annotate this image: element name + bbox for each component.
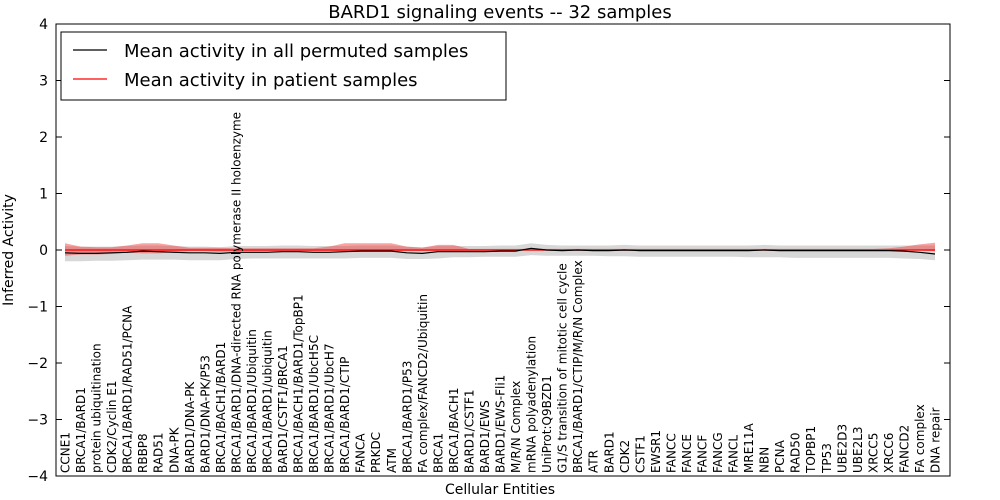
category-label: UniProt:Q9BZD1 <box>540 375 554 473</box>
legend-label-patient: Mean activity in patient samples <box>124 70 418 91</box>
category-label: EWSR1 <box>649 430 663 473</box>
category-label: BARD1/CSTF1 <box>462 389 476 473</box>
category-label: BRCA1/BARD1/DNA-directed RNA polymerase … <box>229 112 243 473</box>
y-tick-label: −3 <box>27 413 48 429</box>
category-label: BRCA1/BARD1 <box>74 387 88 473</box>
category-label: NBN <box>758 447 772 473</box>
category-label: BRCA1/BARD1/CTIP <box>338 357 352 473</box>
category-label: M/R/N Complex <box>509 381 523 473</box>
category-label: BARD1/EWS <box>478 400 492 473</box>
category-label: BARD1/DNA-PK/P53 <box>198 355 212 473</box>
bands-layer <box>65 242 935 262</box>
category-label: BRCA1/BARD1/Ubiquitin <box>245 329 259 473</box>
category-label: BARD1 <box>602 431 616 473</box>
category-label: DNA repair <box>929 407 943 473</box>
band-patient <box>65 242 935 256</box>
category-label: FANCE <box>680 434 694 473</box>
y-tick-label: 4 <box>39 17 48 33</box>
category-label: CSTF1 <box>633 435 647 473</box>
category-label: RAD50 <box>789 432 803 473</box>
category-label: XRCC6 <box>882 433 896 473</box>
category-label: FA complex/FANCD2/Ubiquitin <box>416 294 430 473</box>
category-label: BRCA1/BACH1/BARD1/TopBP1 <box>292 294 306 473</box>
category-label: FA complex <box>913 404 927 473</box>
y-tick-label: −1 <box>27 300 48 316</box>
category-label: FANCA <box>354 433 368 473</box>
category-label: BRCA1/BARD1/ubiquitin <box>261 330 275 473</box>
category-label: G1/S transition of mitotic cell cycle <box>556 263 570 473</box>
y-tick-label: −2 <box>27 356 48 372</box>
y-tick-label: 1 <box>39 187 48 203</box>
category-label: DNA-PK <box>167 426 181 473</box>
category-label: BRCA1/BARD1/RAD51/PCNA <box>121 305 135 473</box>
category-label: protein ubiquitination <box>90 343 104 473</box>
category-label: CDK2 <box>618 440 632 473</box>
category-label: BRCA1/BARD1/UbcH7 <box>323 343 337 473</box>
category-label: FANCL <box>727 435 741 473</box>
category-label: BRCA1/BACH1/BARD1 <box>214 342 228 473</box>
series-line-permuted <box>64 247 936 255</box>
band-permuted <box>65 243 935 262</box>
category-label: XRCC5 <box>866 433 880 473</box>
y-tick-label: 3 <box>39 74 48 90</box>
legend-label-permuted: Mean activity in all permuted samples <box>124 41 468 62</box>
category-label: BRCA1/BARD1/UbcH5C <box>307 335 321 473</box>
category-labels: CCNE1 BRCA1/BARD1 protein ubiquitination CD… <box>59 112 943 474</box>
category-label: PRKDC <box>369 432 383 473</box>
y-axis-label: Inferred Activity <box>1 194 17 306</box>
category-label: BRCA1/BARD1/CTIP/M/R/N Complex <box>571 260 585 473</box>
x-axis-label: Cellular Entities <box>445 482 555 498</box>
category-label: RBBP8 <box>136 433 150 473</box>
category-label: FANCG <box>711 432 725 473</box>
category-label: RAD51 <box>152 432 166 473</box>
category-label: BRCA1/BACH1 <box>447 387 461 473</box>
category-label: ATM <box>385 448 399 473</box>
category-label: BARD1/EWS-Fli1 <box>494 375 508 473</box>
y-tick-label: 2 <box>39 130 48 146</box>
category-label: PCNA <box>773 439 787 473</box>
category-label: BARD1/CSTF1/BRCA1 <box>276 345 290 473</box>
category-label: TOPBP1 <box>804 426 818 474</box>
category-label: CCNE1 <box>59 432 73 473</box>
legend-box <box>60 31 507 101</box>
lines-layer <box>64 247 936 255</box>
legend: Mean activity in all permuted samples Me… <box>60 31 507 101</box>
category-label: BRCA1/BARD1/P53 <box>400 361 414 473</box>
plot-frame <box>55 23 951 477</box>
category-label: BRCA1 <box>431 433 445 473</box>
category-label: TP53 <box>820 443 834 474</box>
category-label: CDK2/Cyclin E1 <box>105 380 119 473</box>
category-label: BARD1/DNA-PK <box>183 381 197 473</box>
category-label: ATR <box>587 450 601 473</box>
chart-title: BARD1 signaling events -- 32 samples <box>328 2 672 23</box>
category-label: mRNA polyadenylation <box>525 336 539 473</box>
category-label: FANCD2 <box>897 425 911 473</box>
y-axis: 4 3 2 1 0 −1 −2 −3 −4 <box>27 17 950 485</box>
category-label: MRE11A <box>742 422 756 473</box>
category-label: UBE2L3 <box>851 426 865 473</box>
y-tick-label: −4 <box>27 469 48 485</box>
category-label: UBE2D3 <box>835 424 849 473</box>
y-tick-label: 0 <box>39 243 48 259</box>
category-label: FANCF <box>696 435 710 473</box>
category-label: FANCC <box>664 433 678 473</box>
